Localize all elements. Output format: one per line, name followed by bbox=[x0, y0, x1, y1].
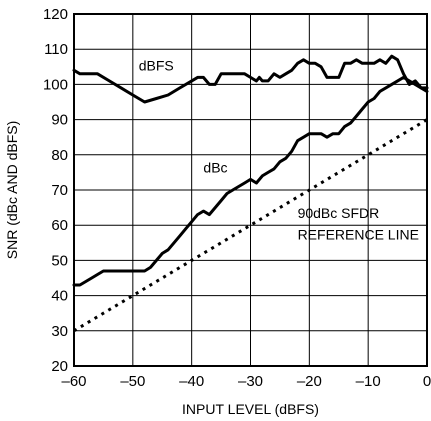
y-tick-label: 30 bbox=[51, 323, 68, 340]
y-tick-label: 20 bbox=[51, 358, 68, 375]
y-tick-label: 90 bbox=[51, 112, 68, 129]
grid bbox=[74, 14, 427, 366]
series-lines bbox=[72, 54, 429, 333]
y-tick-label: 60 bbox=[51, 217, 68, 234]
x-tick-label: –10 bbox=[356, 373, 381, 390]
x-axis-label: INPUT LEVEL (dBFS) bbox=[182, 401, 319, 417]
x-tick-label: –20 bbox=[297, 373, 322, 390]
annotation-label: REFERENCE LINE bbox=[298, 226, 419, 242]
y-tick-label: 70 bbox=[51, 182, 68, 199]
x-tick-label: –40 bbox=[179, 373, 204, 390]
annotation-label: dBFS bbox=[139, 57, 174, 73]
y-tick-label: 80 bbox=[51, 147, 68, 164]
y-tick-label: 50 bbox=[51, 252, 68, 269]
series-line-dbfs bbox=[72, 54, 429, 104]
annotation-label: dBc bbox=[203, 159, 227, 175]
annotations: dBFS dBc 90dBc SFDR REFERENCE LINE bbox=[139, 57, 419, 242]
x-tick-label: –30 bbox=[238, 373, 263, 390]
x-tick-label: –60 bbox=[61, 373, 86, 390]
series-line-dbc bbox=[72, 75, 429, 287]
plot-frame bbox=[73, 13, 428, 367]
y-tick-label: 100 bbox=[43, 76, 68, 93]
y-tick-label: 110 bbox=[44, 41, 68, 58]
tick-labels: –60 –50 –40 –30 –20 –10 0 20 30 40 50 60 70 80 90 100 11… bbox=[43, 6, 431, 390]
y-axis-label: SNR (dBc AND dBFS) bbox=[4, 121, 20, 259]
y-tick-label: 120 bbox=[43, 6, 68, 23]
x-tick-label: –50 bbox=[120, 373, 145, 390]
y-tick-label: 40 bbox=[51, 288, 68, 305]
x-tick-label: 0 bbox=[423, 373, 431, 390]
annotation-label: 90dBc SFDR bbox=[298, 205, 380, 221]
